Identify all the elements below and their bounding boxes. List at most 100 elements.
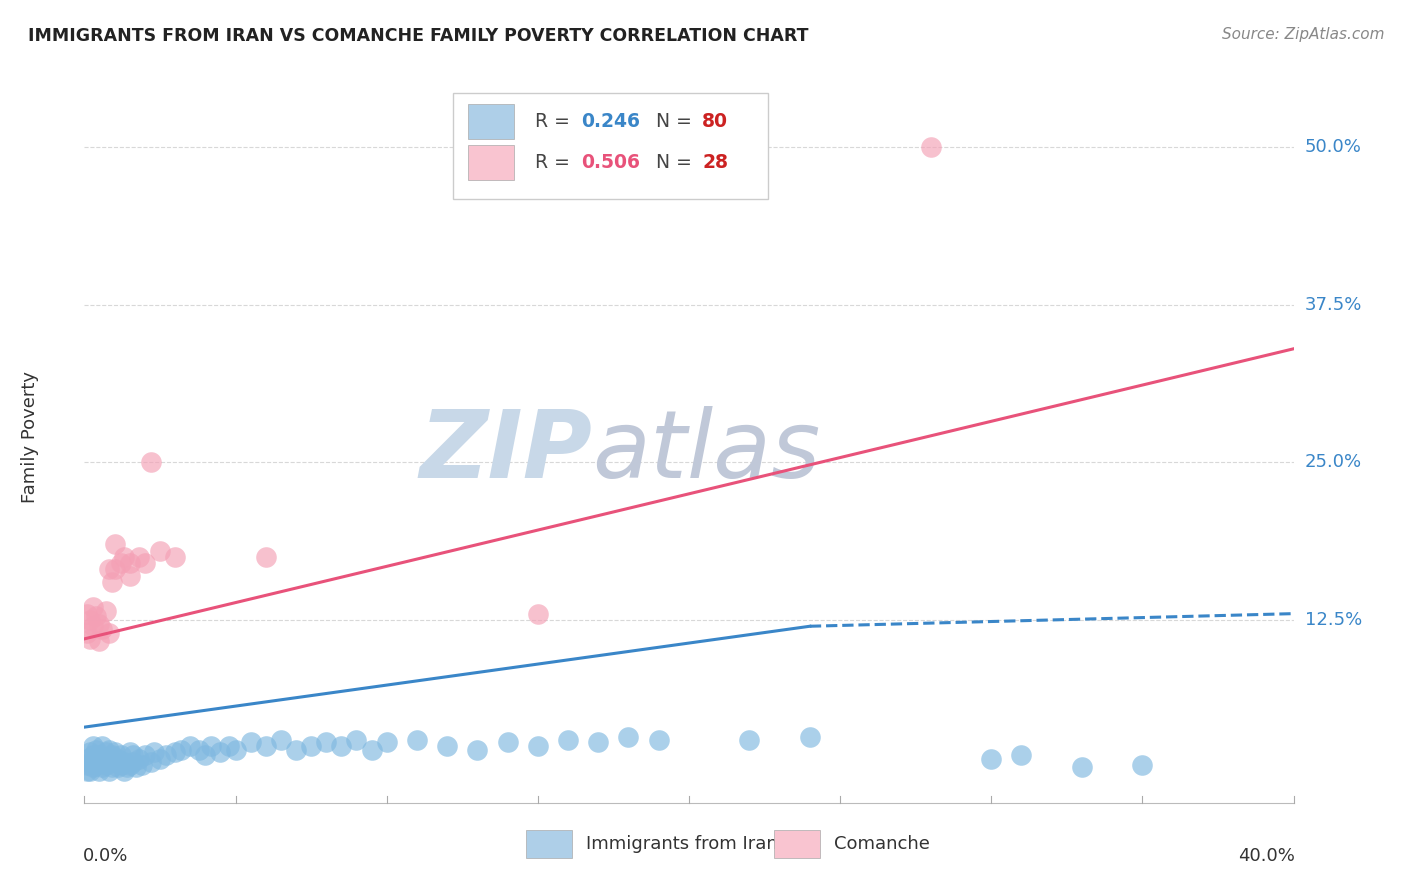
Point [1011,747,1033,762]
Point [76,752,98,766]
Point [738,732,761,747]
Point [149,752,172,766]
Point [648,732,671,747]
Point [200,739,222,753]
Point [86,758,108,772]
Point [82,760,104,774]
Text: 80: 80 [702,112,728,130]
Point [86,743,108,757]
Text: N =: N = [644,112,697,130]
Point [209,745,232,759]
Point [86,752,108,766]
Point [91,739,114,753]
Point [91,752,114,766]
Point [97,562,120,576]
Point [82,747,104,762]
FancyBboxPatch shape [468,103,513,138]
Text: 0.506: 0.506 [581,153,640,172]
Text: 0.246: 0.246 [581,112,640,130]
Point [112,756,135,770]
Point [82,600,104,615]
Point [112,764,135,779]
Point [980,752,1002,766]
Point [79,745,101,759]
Text: ZIP: ZIP [419,406,592,498]
Point [100,747,122,762]
Point [254,739,277,753]
Text: 0.0%: 0.0% [83,847,128,864]
Point [110,556,132,570]
Point [76,758,98,772]
Point [118,556,141,570]
Point [920,140,942,154]
Point [617,730,640,744]
Point [239,735,262,749]
Point [89,616,111,631]
Point [406,732,429,747]
Point [436,739,458,753]
Text: Family Poverty: Family Poverty [21,371,39,503]
Text: N =: N = [644,153,697,172]
Point [1130,758,1153,772]
Point [360,743,382,757]
Point [94,745,117,759]
Point [118,569,141,583]
Point [94,758,117,772]
Point [82,739,104,753]
Point [76,607,98,621]
Point [110,747,132,762]
Point [218,739,240,753]
Text: atlas: atlas [592,406,821,497]
Point [79,756,101,770]
Point [100,575,122,590]
Point [91,760,114,774]
Point [188,743,211,757]
Text: Immigrants from Iran: Immigrants from Iran [586,835,778,853]
Point [139,455,162,469]
Point [107,752,129,766]
Text: 25.0%: 25.0% [1305,453,1362,471]
Point [76,625,98,640]
Point [76,764,98,779]
Point [170,743,193,757]
Point [82,619,104,633]
Point [79,764,101,779]
Point [527,739,550,753]
Point [299,739,322,753]
Point [104,745,127,759]
Point [125,760,148,774]
Text: Source: ZipAtlas.com: Source: ZipAtlas.com [1222,27,1385,42]
Point [165,549,187,564]
Point [330,739,353,753]
Text: IMMIGRANTS FROM IRAN VS COMANCHE FAMILY POVERTY CORRELATION CHART: IMMIGRANTS FROM IRAN VS COMANCHE FAMILY … [28,27,808,45]
Point [121,756,143,770]
Point [134,747,156,762]
Text: 50.0%: 50.0% [1305,138,1361,156]
Text: 40.0%: 40.0% [1237,847,1295,864]
FancyBboxPatch shape [468,145,513,180]
Point [89,634,111,648]
Point [97,764,120,779]
Point [107,760,129,774]
Point [467,743,489,757]
Text: R =: R = [536,153,576,172]
FancyBboxPatch shape [453,94,768,200]
Point [315,735,337,749]
Point [285,743,308,757]
Point [1071,760,1094,774]
Point [100,760,122,774]
Point [121,747,143,762]
Point [179,739,201,753]
Point [118,758,141,772]
Point [79,613,101,627]
Point [89,747,111,762]
Point [557,732,579,747]
Point [112,549,135,564]
Point [94,604,117,618]
FancyBboxPatch shape [526,830,572,858]
Text: R =: R = [536,112,576,130]
Text: 12.5%: 12.5% [1305,611,1362,629]
Point [97,625,120,640]
Point [375,735,398,749]
Point [131,758,153,772]
